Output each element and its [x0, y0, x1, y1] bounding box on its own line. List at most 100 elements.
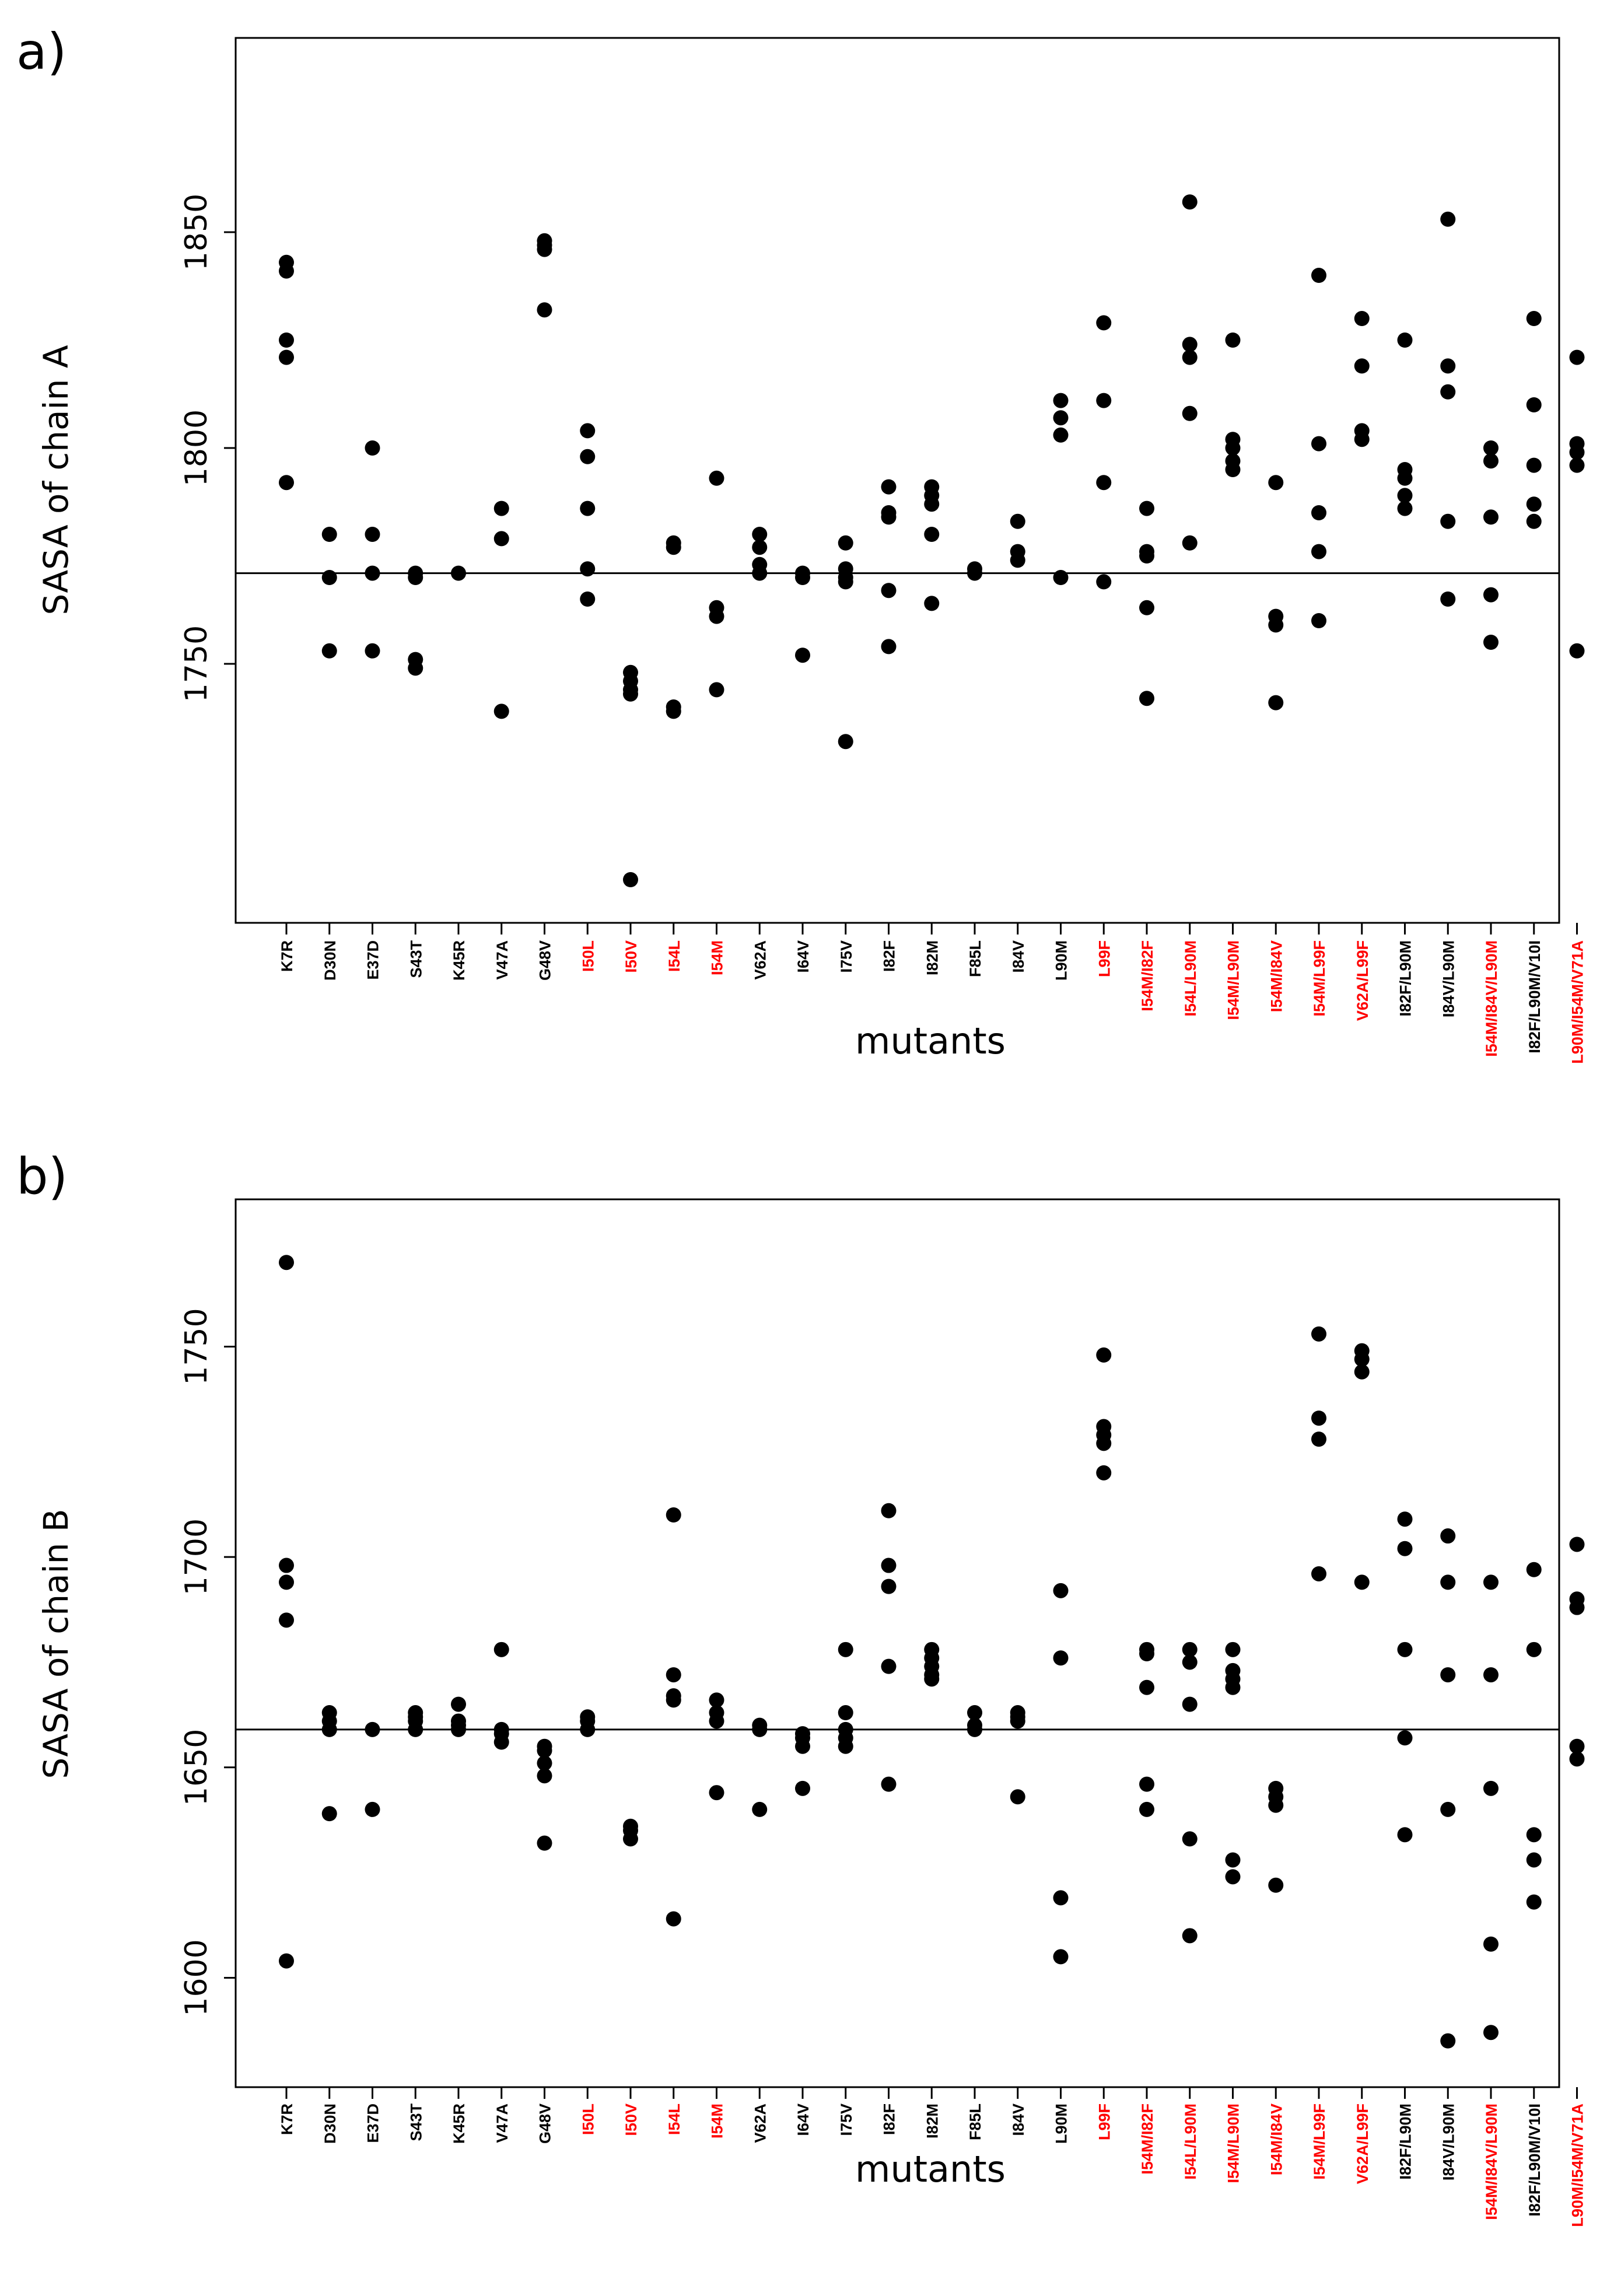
- x-tick-label: I54M/L99F: [1311, 940, 1328, 1017]
- data-point: [1483, 635, 1499, 650]
- data-point: [408, 570, 423, 585]
- x-tick-label: E37D: [365, 2104, 382, 2143]
- x-tick-label: S43T: [407, 940, 425, 978]
- data-point: [924, 1671, 940, 1687]
- data-point: [1526, 457, 1542, 473]
- y-tick-label: 1750: [179, 1308, 214, 1385]
- data-point: [1397, 470, 1413, 486]
- data-point: [1526, 1894, 1542, 1910]
- data-point: [924, 596, 940, 611]
- data-point: [537, 1742, 552, 1758]
- data-point: [1225, 1679, 1241, 1695]
- data-point: [1311, 544, 1326, 559]
- data-point: [752, 1721, 768, 1737]
- data-point: [1483, 587, 1499, 603]
- data-point: [1397, 1642, 1413, 1657]
- data-point: [666, 1507, 681, 1522]
- x-tick-label: I75V: [838, 2104, 855, 2136]
- data-point: [881, 1503, 897, 1518]
- data-point: [967, 1721, 982, 1737]
- data-point: [580, 1721, 596, 1737]
- data-point: [1483, 440, 1499, 456]
- data-point: [1311, 613, 1326, 628]
- x-tick-label: I64V: [794, 2104, 812, 2136]
- data-point: [365, 1801, 380, 1817]
- data-point: [795, 570, 810, 585]
- data-point: [1182, 337, 1198, 352]
- panel-a-chain-a: a) 1750 1800 1850 SASA of chain A K7R D30N E37D…: [16, 23, 1587, 1064]
- panel-label: b): [16, 1147, 68, 1206]
- plot-frame: [234, 1198, 1560, 2088]
- data-point: [795, 1738, 810, 1754]
- data-point: [1569, 457, 1585, 473]
- data-point: [1268, 1877, 1284, 1893]
- data-point: [881, 1558, 897, 1573]
- data-point: [1225, 1869, 1241, 1885]
- data-point: [838, 1642, 853, 1657]
- data-point: [1225, 462, 1241, 477]
- data-point: [1225, 1642, 1241, 1657]
- x-tick-label: V62A/L99F: [1354, 2104, 1371, 2184]
- y-tick-label: 1600: [179, 1939, 214, 2016]
- data-point: [709, 470, 724, 486]
- data-point: [1440, 513, 1456, 529]
- data-point: [881, 583, 897, 598]
- data-point: [838, 535, 853, 551]
- data-point: [1053, 1949, 1069, 1965]
- data-point: [1483, 1574, 1499, 1590]
- data-point: [1096, 393, 1112, 408]
- x-tick-label: I54M/I84V/L90M: [1483, 2104, 1500, 2220]
- x-tick-label: I54L: [666, 2104, 683, 2135]
- data-point: [1397, 1730, 1413, 1746]
- data-point: [1182, 1642, 1198, 1657]
- x-tick-label: F85L: [967, 940, 984, 977]
- data-point: [1569, 349, 1585, 365]
- x-tick-label: V62A: [751, 940, 769, 980]
- data-point: [580, 423, 596, 439]
- data-point: [1010, 1789, 1025, 1805]
- data-point: [321, 570, 337, 585]
- x-tick-label: G48V: [537, 2104, 554, 2144]
- data-point: [1096, 475, 1112, 491]
- data-point: [1354, 432, 1370, 447]
- x-tick-label: I50V: [622, 2104, 640, 2136]
- data-point: [537, 1755, 552, 1771]
- x-tick-label: I82F: [881, 940, 898, 972]
- x-tick-label: I50L: [579, 940, 597, 972]
- data-point: [709, 1785, 724, 1801]
- data-point: [1182, 405, 1198, 421]
- data-point: [1354, 358, 1370, 374]
- x-tick-label: I84V/L90M: [1440, 2104, 1457, 2180]
- data-point: [623, 1831, 638, 1847]
- data-point: [1483, 453, 1499, 469]
- x-tick-label: I54M: [709, 2104, 726, 2138]
- y-axis-label: SASA of chain A: [36, 345, 76, 615]
- data-point: [838, 1738, 853, 1754]
- x-tick-label: I82F: [881, 2104, 898, 2135]
- data-point: [1182, 194, 1198, 210]
- data-point: [1483, 1780, 1499, 1796]
- data-point: [279, 1574, 294, 1590]
- data-point: [1268, 1797, 1284, 1813]
- data-point: [1569, 444, 1585, 460]
- data-point: [1569, 1536, 1585, 1552]
- data-point: [1483, 1667, 1499, 1683]
- data-point: [1526, 496, 1542, 512]
- data-point: [1096, 1436, 1112, 1451]
- panel-label: a): [16, 23, 66, 81]
- data-point: [365, 565, 380, 581]
- data-point: [623, 872, 638, 887]
- y-tick-label: 1850: [179, 194, 214, 271]
- x-tick-label: D30N: [321, 940, 339, 981]
- x-tick-label: I54M/I84V: [1268, 2104, 1285, 2175]
- x-tick-label: K45R: [450, 940, 468, 981]
- data-point: [1526, 1852, 1542, 1868]
- data-point: [1053, 427, 1069, 443]
- data-point: [1440, 1667, 1456, 1683]
- data-point: [1440, 2033, 1456, 2049]
- data-point: [493, 531, 509, 547]
- x-tick-label: I54M/I84V/L90M: [1483, 940, 1500, 1057]
- data-point: [1440, 384, 1456, 400]
- data-point: [1225, 440, 1241, 456]
- data-point: [1182, 1928, 1198, 1944]
